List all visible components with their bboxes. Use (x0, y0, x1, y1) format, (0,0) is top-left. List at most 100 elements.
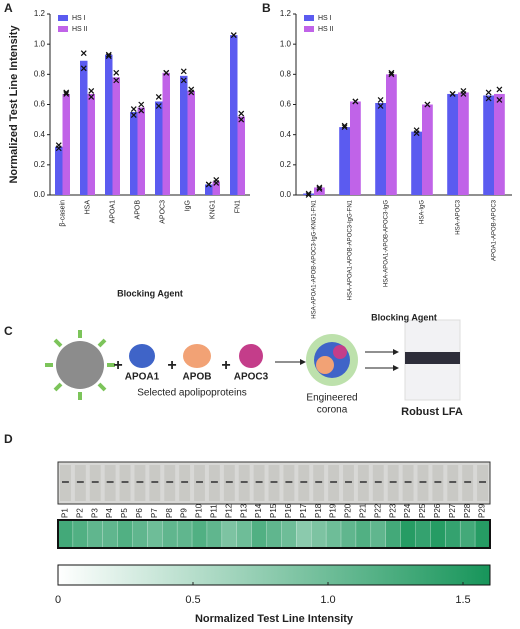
lane-line (345, 481, 352, 483)
replicate-point (105, 51, 112, 58)
lane-line (479, 481, 486, 483)
replicate-point (188, 86, 195, 93)
replicate-point (155, 94, 162, 100)
sample-label: P4 (105, 508, 114, 518)
replicate-point (113, 69, 120, 76)
x-axis-label: Blocking Agent (117, 288, 183, 298)
replicate-point (63, 89, 70, 96)
replicate-point (424, 101, 431, 108)
lane-line (315, 481, 323, 483)
replicate-point (460, 88, 467, 94)
heat-cell (132, 519, 148, 549)
legend-swatch (304, 15, 314, 21)
heat-cell (355, 519, 372, 549)
lane-line (419, 481, 427, 483)
sample-label: P2 (75, 508, 84, 518)
bar (55, 146, 63, 195)
heat-cell (176, 519, 193, 549)
replicate-point (138, 107, 145, 114)
colorbar-label: Normalized Test Line Intensity (195, 613, 354, 625)
lane-line (62, 481, 69, 483)
y-tick-label: 0.8 (280, 69, 292, 78)
lane-line (151, 481, 159, 483)
y-axis-label: Normalized Test Line Intensity (8, 25, 20, 184)
replicate-point (485, 95, 492, 102)
x-tick-label: IgG (184, 200, 191, 211)
sample-label: P9 (180, 508, 189, 518)
sample-label: P19 (329, 503, 338, 518)
y-tick-label: 0.4 (34, 130, 46, 139)
bar (155, 101, 163, 195)
legend-swatch (58, 15, 68, 21)
bar (112, 77, 120, 195)
bar (212, 181, 220, 195)
bar (458, 92, 469, 195)
colorbar (57, 564, 491, 586)
heat-cell (400, 519, 416, 549)
bar (411, 131, 422, 195)
panel-label: B (262, 1, 271, 15)
x-tick-label: APOA1-APOB-APOC3 (492, 199, 498, 261)
sample-label: P27 (448, 503, 457, 518)
heat-cell (296, 519, 312, 549)
x-tick-label: HSA (84, 200, 91, 215)
heat-cell (236, 519, 252, 549)
y-tick-label: 0.6 (280, 100, 292, 109)
x-tick-label: HSA-APOA1-APOB-APOC3-IgG-KNG1-FN1 (312, 199, 318, 318)
replicate-point (485, 89, 492, 96)
lane-line (270, 481, 278, 483)
y-tick-label: 1.2 (280, 9, 292, 18)
replicate-point (316, 184, 323, 191)
sample-label: P28 (463, 503, 472, 518)
colorbar-tick-label: 1.5 (455, 594, 470, 606)
replicate-point (238, 116, 245, 123)
legend-label: HS II (72, 26, 88, 33)
sample-label: P14 (254, 503, 263, 518)
heat-cell (162, 519, 178, 549)
lane-line (300, 481, 308, 483)
y-tick-label: 0.4 (280, 130, 292, 139)
lane-line (330, 481, 338, 483)
replicate-point (113, 77, 120, 84)
sample-label: P25 (418, 503, 427, 518)
svg-text:+: + (113, 357, 122, 374)
bar (237, 116, 245, 195)
y-tick-label: 1.0 (280, 39, 292, 48)
lane-line (225, 481, 233, 483)
sample-label: P21 (358, 503, 367, 518)
sample-label: P6 (135, 508, 144, 518)
replicate-point (316, 186, 323, 192)
bar (422, 104, 433, 195)
sample-label: P12 (224, 503, 233, 518)
heat-cell (266, 519, 282, 549)
bar (314, 187, 325, 195)
sample-label: P29 (478, 503, 487, 518)
sample-label: P8 (165, 508, 174, 518)
lane-line (136, 481, 144, 483)
sample-label: P1 (61, 508, 70, 518)
lane-line (255, 481, 263, 483)
x-tick-label: HSA-APOA1-APOB-APOC3-IgG (384, 200, 390, 287)
sample-label: P11 (210, 504, 219, 518)
replicate-point (88, 94, 95, 100)
replicate-point (341, 122, 348, 129)
heat-cell (57, 519, 74, 549)
heat-cell (206, 519, 223, 549)
replicate-point (238, 110, 245, 117)
sample-label: P18 (314, 503, 323, 518)
bar (80, 60, 88, 196)
nanoparticle (45, 330, 115, 400)
bar (230, 35, 238, 195)
replicate-point (213, 176, 220, 183)
corona-label: Engineered (306, 393, 357, 404)
heat-cell (459, 519, 476, 549)
bar (350, 101, 361, 195)
panel-label: D (4, 432, 13, 446)
x-tick-label: APOA1 (109, 200, 116, 223)
protein-label: APOC3 (234, 372, 269, 383)
replicate-point (230, 32, 237, 39)
replicate-point (496, 97, 503, 103)
replicate-point (163, 69, 170, 76)
lane-line (449, 481, 457, 483)
